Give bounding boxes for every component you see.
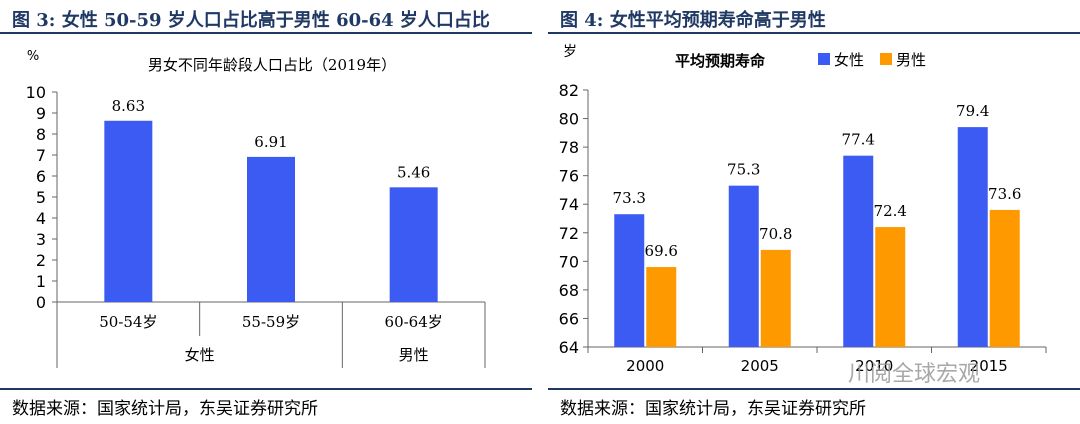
bar (389, 187, 438, 302)
figure-3-source: 数据来源：国家统计局，东吴证券研究所 (12, 399, 318, 419)
group-label: 男性 (399, 346, 429, 364)
category-label: 50-54岁 (99, 313, 157, 331)
bar (875, 227, 906, 347)
population-share-chart: 男女不同年龄段人口占比（2019年）% 0 1 2 3 4 5 6 7 8 9 10 8.63 50-54… (26, 49, 486, 368)
group-label: 女性 (185, 346, 215, 364)
y-tick-label: 80 (559, 110, 579, 129)
bar (843, 155, 874, 347)
figure-3-panel: 图 3: 女性 50-59 岁人口占比高于男性 60-64 岁人口占比 男女不同… (0, 0, 532, 424)
bar (646, 267, 677, 347)
y-tick-label: 82 (559, 81, 579, 100)
data-label: 69.6 (645, 242, 678, 260)
watermark: 川阅全球宏观 (848, 362, 981, 387)
figure-4-source: 数据来源：国家统计局，东吴证券研究所 (560, 399, 866, 419)
data-label: 73.3 (613, 189, 646, 207)
y-tick-label: 78 (559, 138, 579, 157)
bottom-rule (548, 388, 1080, 390)
y-tick-label: 72 (559, 224, 579, 243)
y-tick-label: 1 (36, 272, 46, 291)
data-label: 79.4 (956, 102, 989, 120)
bar (957, 127, 988, 347)
y-tick-label: 3 (36, 230, 46, 249)
data-label: 77.4 (842, 131, 875, 149)
bar (989, 209, 1020, 347)
y-unit-label: % (27, 49, 39, 64)
y-tick-label: 64 (559, 338, 579, 357)
y-tick-label: 6 (36, 167, 46, 186)
bar (760, 249, 791, 347)
y-tick-label: 68 (559, 281, 579, 300)
y-tick-label: 4 (36, 209, 46, 228)
figure-4-title: 图 4: 女性平均预期寿命高于男性 (560, 10, 826, 31)
y-tick-label: 74 (559, 195, 579, 214)
category-label: 2005 (741, 357, 779, 375)
bottom-rule (0, 388, 532, 390)
legend-swatch (818, 53, 830, 65)
y-tick-label: 7 (36, 146, 46, 165)
y-tick-label: 10 (26, 83, 46, 102)
data-label: 73.6 (988, 185, 1021, 203)
category-label: 60-64岁 (385, 313, 443, 331)
y-tick-label: 5 (36, 188, 46, 207)
y-unit-label: 岁 (563, 44, 577, 60)
y-tick-label: 8 (36, 125, 46, 144)
bar (614, 214, 645, 347)
figure-3-title: 图 3: 女性 50-59 岁人口占比高于男性 60-64 岁人口占比 (12, 10, 490, 31)
y-tick-label: 0 (36, 293, 46, 312)
y-tick-label: 66 (559, 309, 579, 328)
category-label: 55-59岁 (242, 313, 300, 331)
legend-swatch (880, 53, 892, 65)
y-tick-label: 76 (559, 167, 579, 186)
data-label: 5.46 (397, 163, 430, 181)
bar (247, 156, 295, 302)
data-label: 6.91 (254, 133, 287, 151)
chart-title: 男女不同年龄段人口占比（2019年） (148, 56, 396, 74)
life-expectancy-chart: 岁平均预期寿命 女性 男性 64 66 68 70 72 74 76 78 80 82 73.3 69.6 2… (559, 44, 1047, 375)
legend-label: 女性 (834, 51, 864, 69)
category-label: 2015 (970, 357, 1008, 375)
bar (104, 120, 153, 303)
top-rule (0, 32, 532, 34)
figure-4-panel: 图 4: 女性平均预期寿命高于男性 岁平均预期寿命 女性 男性 64 66 68 70 72 7… (548, 0, 1080, 424)
data-label: 8.63 (112, 97, 145, 115)
data-label: 70.8 (759, 225, 792, 243)
bar (728, 185, 759, 347)
y-tick-label: 9 (36, 104, 46, 123)
category-label: 2000 (626, 357, 664, 375)
top-rule (548, 32, 1080, 34)
y-tick-label: 70 (559, 252, 579, 271)
data-label: 75.3 (727, 161, 760, 179)
legend-label: 男性 (896, 51, 926, 69)
data-label: 72.4 (874, 202, 907, 220)
chart-title: 平均预期寿命 (675, 52, 766, 70)
y-tick-label: 2 (36, 251, 46, 270)
category-label: 2010 (855, 357, 893, 375)
